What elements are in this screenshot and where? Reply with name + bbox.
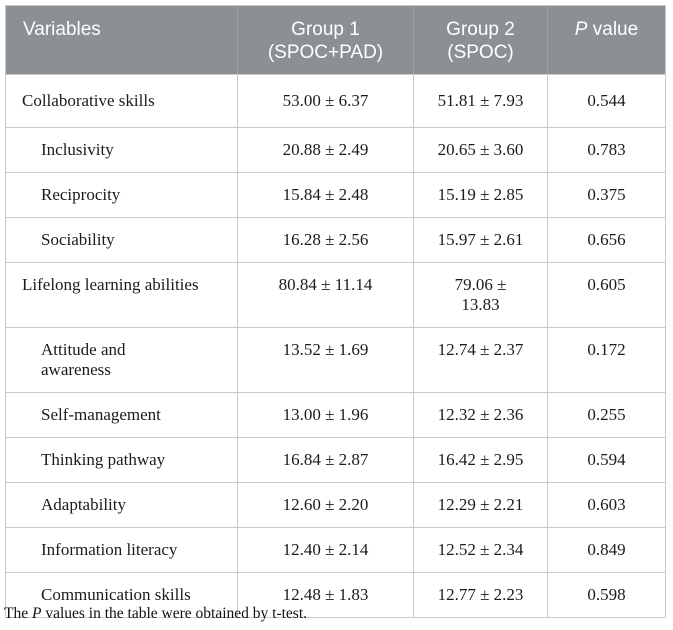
table-row: Collaborative skills 53.00 ± 6.37 51.81 … <box>5 74 666 128</box>
comparison-table: Variables Group 1 (SPOC+PAD) Group 2 (SP… <box>5 5 666 618</box>
p-cell: 0.598 <box>547 572 666 618</box>
table-row: Inclusivity 20.88 ± 2.49 20.65 ± 3.60 0.… <box>5 127 666 173</box>
table-row: Attitude and awareness 13.52 ± 1.69 12.7… <box>5 327 666 393</box>
group2-cell: 15.97 ± 2.61 <box>413 217 548 263</box>
header-p-value: P value <box>547 5 666 75</box>
variable-cell: Adaptability <box>5 482 238 528</box>
footnote-suffix: values in the table were obtained by t-t… <box>41 605 308 622</box>
header-row: Variables Group 1 (SPOC+PAD) Group 2 (SP… <box>5 5 666 75</box>
header-group2: Group 2 (SPOC) <box>413 5 548 75</box>
group2-cell: 12.29 ± 2.21 <box>413 482 548 528</box>
table-row: Sociability 16.28 ± 2.56 15.97 ± 2.61 0.… <box>5 217 666 263</box>
group2-cell: 12.32 ± 2.36 <box>413 392 548 438</box>
footnote-prefix: The <box>4 605 32 622</box>
p-cell: 0.594 <box>547 437 666 483</box>
variable-cell: Inclusivity <box>5 127 238 173</box>
table-body: Collaborative skills 53.00 ± 6.37 51.81 … <box>5 74 666 618</box>
p-cell: 0.849 <box>547 527 666 573</box>
p-cell: 0.375 <box>547 172 666 218</box>
p-cell: 0.603 <box>547 482 666 528</box>
variable-cell: Communication skills <box>5 572 238 618</box>
group1-cell: 16.28 ± 2.56 <box>237 217 414 263</box>
p-cell: 0.605 <box>547 262 666 328</box>
variable-cell: Attitude and awareness <box>5 327 238 393</box>
header-group1: Group 1 (SPOC+PAD) <box>237 5 414 75</box>
variable-cell: Information literacy <box>5 527 238 573</box>
group2-cell: 12.74 ± 2.37 <box>413 327 548 393</box>
table-row: Reciprocity 15.84 ± 2.48 15.19 ± 2.85 0.… <box>5 172 666 218</box>
footnote-p-italic: P <box>31 605 42 622</box>
group2-cell: 51.81 ± 7.93 <box>413 74 548 128</box>
group2-cell: 15.19 ± 2.85 <box>413 172 548 218</box>
p-cell: 0.656 <box>547 217 666 263</box>
p-cell: 0.783 <box>547 127 666 173</box>
variable-cell: Lifelong learning abilities <box>5 262 238 328</box>
table-row: Thinking pathway 16.84 ± 2.87 16.42 ± 2.… <box>5 437 666 483</box>
group1-cell: 12.40 ± 2.14 <box>237 527 414 573</box>
group2-cell: 20.65 ± 3.60 <box>413 127 548 173</box>
table-row: Lifelong learning abilities 80.84 ± 11.1… <box>5 262 666 328</box>
group1-cell: 12.60 ± 2.20 <box>237 482 414 528</box>
group1-cell: 13.00 ± 1.96 <box>237 392 414 438</box>
variable-cell: Self-management <box>5 392 238 438</box>
p-rest: value <box>587 19 639 40</box>
variable-cell: Reciprocity <box>5 172 238 218</box>
group2-cell: 79.06 ± 13.83 <box>413 262 548 328</box>
group1-cell: 20.88 ± 2.49 <box>237 127 414 173</box>
table-header: Variables Group 1 (SPOC+PAD) Group 2 (SP… <box>5 5 666 75</box>
group2-cell: 12.77 ± 2.23 <box>413 572 548 618</box>
p-cell: 0.172 <box>547 327 666 393</box>
group1-cell: 53.00 ± 6.37 <box>237 74 414 128</box>
table-row: Information literacy 12.40 ± 2.14 12.52 … <box>5 527 666 573</box>
group1-cell: 13.52 ± 1.69 <box>237 327 414 393</box>
p-cell: 0.544 <box>547 74 666 128</box>
group1-cell: 16.84 ± 2.87 <box>237 437 414 483</box>
group1-cell: 12.48 ± 1.83 <box>237 572 414 618</box>
table-footnote: The P values in the table were obtained … <box>4 604 307 623</box>
table-row: Self-management 13.00 ± 1.96 12.32 ± 2.3… <box>5 392 666 438</box>
group2-cell: 12.52 ± 2.34 <box>413 527 548 573</box>
table-row: Adaptability 12.60 ± 2.20 12.29 ± 2.21 0… <box>5 482 666 528</box>
p-italic: P <box>574 19 588 40</box>
group2-cell: 16.42 ± 2.95 <box>413 437 548 483</box>
group1-cell: 15.84 ± 2.48 <box>237 172 414 218</box>
variable-cell: Sociability <box>5 217 238 263</box>
table-row: Communication skills 12.48 ± 1.83 12.77 … <box>5 572 666 618</box>
group1-cell: 80.84 ± 11.14 <box>237 262 414 328</box>
header-variables: Variables <box>5 5 238 75</box>
variable-cell: Thinking pathway <box>5 437 238 483</box>
variable-cell: Collaborative skills <box>5 74 238 128</box>
p-cell: 0.255 <box>547 392 666 438</box>
